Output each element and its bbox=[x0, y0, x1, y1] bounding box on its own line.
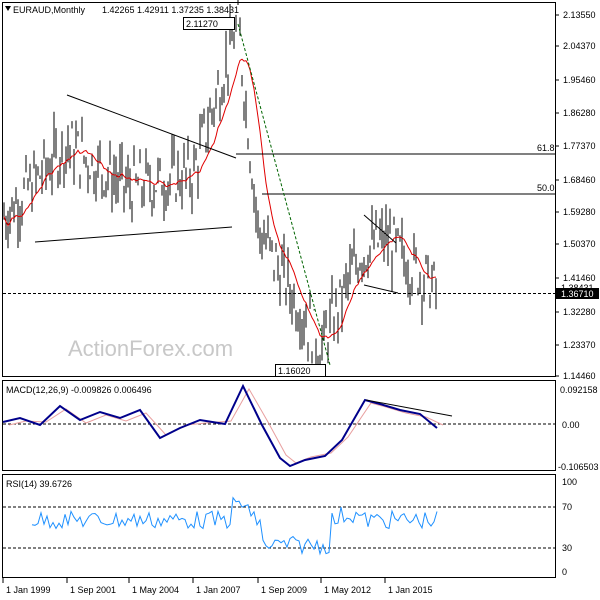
high-label: 2.11270 bbox=[186, 19, 218, 29]
rsi-tick-30: 30 bbox=[562, 543, 572, 553]
time-tick-label: 1 Sep 2009 bbox=[261, 585, 307, 595]
wedge-upper bbox=[363, 214, 397, 244]
chart-menu-icon[interactable] bbox=[5, 6, 11, 11]
macd-title: MACD(12,26,9) -0.009826 0.006496 bbox=[6, 385, 152, 395]
macd-signal-line bbox=[8, 387, 444, 464]
time-tick-label: 1 Jan 2015 bbox=[388, 585, 433, 595]
time-tick-label: 1 Jan 2007 bbox=[196, 585, 241, 595]
price-tick-label: 1.32280 bbox=[563, 307, 596, 317]
price-panel bbox=[2, 2, 556, 377]
price-tick-label: 1.50370 bbox=[563, 239, 596, 249]
fib-500-label: 50.0 bbox=[537, 183, 555, 193]
rsi-tick-100: 100 bbox=[562, 477, 577, 487]
price-tick-label: 1.77370 bbox=[563, 141, 596, 151]
watermark: ActionForex.com bbox=[68, 336, 233, 361]
ohlc-values: 1.42265 1.42911 1.37235 1.38431 bbox=[102, 5, 239, 15]
rsi-title: RSI(14) 39.6726 bbox=[6, 479, 72, 489]
time-tick-label: 1 Jan 1999 bbox=[6, 585, 51, 595]
current-price-tag: 1.36710 bbox=[556, 288, 599, 299]
time-tick-label: 1 May 2012 bbox=[324, 585, 371, 595]
rsi-tick-70: 70 bbox=[562, 502, 572, 512]
price-tick-label: 2.04370 bbox=[563, 41, 596, 51]
time-tick-label: 1 May 2004 bbox=[132, 585, 179, 595]
trendline-dashed bbox=[237, 23, 331, 366]
rsi-tick-0: 0 bbox=[562, 567, 567, 577]
price-tick-label: 1.41460 bbox=[563, 273, 596, 283]
price-axis: 2.13550 2.04370 1.95460 1.86280 1.77370 1.684… bbox=[555, 10, 596, 381]
price-tick-label: 1.95460 bbox=[563, 75, 596, 85]
price-tick-label: 1.59280 bbox=[563, 207, 596, 217]
macd-tick-bottom: -0.106503 bbox=[558, 462, 599, 472]
high-annotation: 2.11270 bbox=[183, 17, 235, 30]
trendline-upper bbox=[66, 94, 237, 159]
current-price-label: 1.36710 bbox=[561, 289, 594, 299]
moving-average-line bbox=[3, 58, 437, 339]
rsi-line bbox=[31, 496, 438, 556]
price-tick-label: 1.86280 bbox=[563, 108, 596, 118]
fib-618-label: 61.8 bbox=[537, 143, 555, 153]
rsi-axis: 100 70 30 0 bbox=[562, 477, 577, 577]
symbol-label: EURAUD,Monthly bbox=[13, 5, 86, 15]
price-tick-label: 2.13550 bbox=[563, 10, 596, 20]
macd-axis: 0.092158 0.00 -0.106503 bbox=[558, 385, 599, 472]
price-tick-label: 1.14460 bbox=[563, 371, 596, 381]
trendline-lower bbox=[34, 226, 233, 243]
price-tick-label: 1.23370 bbox=[563, 340, 596, 350]
macd-tick-zero: 0.00 bbox=[562, 420, 580, 430]
macd-tick-top: 0.092158 bbox=[560, 385, 598, 395]
low-annotation: 1.16020 bbox=[275, 364, 326, 377]
price-tick-label: 1.68460 bbox=[563, 175, 596, 185]
low-label: 1.16020 bbox=[278, 366, 311, 376]
time-tick-label: 1 Sep 2001 bbox=[70, 585, 116, 595]
wedge-lower bbox=[363, 284, 399, 294]
time-axis: 1 Jan 1999 1 Sep 2001 1 May 2004 1 Jan 2007… bbox=[2, 578, 433, 595]
rsi-panel bbox=[2, 474, 556, 578]
chart-header: EURAUD,Monthly 1.42265 1.42911 1.37235 1… bbox=[5, 5, 239, 15]
macd-trendline bbox=[365, 399, 453, 417]
